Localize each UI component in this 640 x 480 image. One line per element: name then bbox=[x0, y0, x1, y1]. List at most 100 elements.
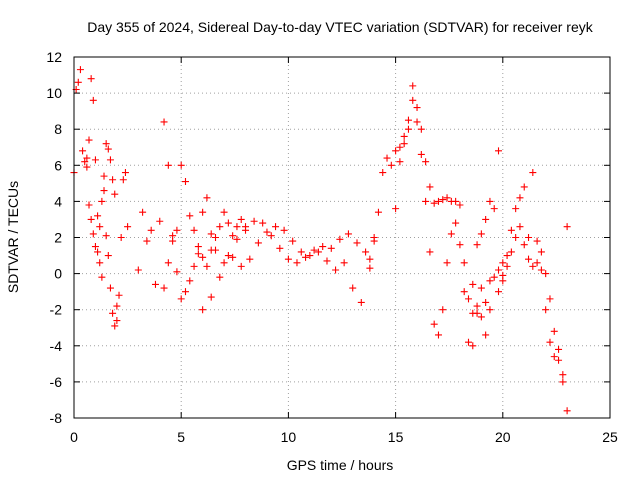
data-point bbox=[426, 183, 434, 191]
data-point bbox=[102, 232, 110, 240]
chart-title: Day 355 of 2024, Sidereal Day-to-day VTE… bbox=[87, 19, 593, 35]
data-point bbox=[409, 82, 417, 90]
data-point bbox=[98, 197, 106, 205]
data-point bbox=[203, 262, 211, 270]
data-point bbox=[164, 259, 172, 267]
data-point bbox=[516, 223, 524, 231]
data-point bbox=[396, 143, 404, 151]
data-point bbox=[177, 295, 185, 303]
data-point bbox=[160, 284, 168, 292]
data-point bbox=[113, 302, 121, 310]
series-track-2 bbox=[83, 154, 132, 330]
series-track-5 bbox=[199, 217, 378, 314]
data-point bbox=[507, 226, 515, 234]
data-point bbox=[74, 78, 82, 86]
data-point bbox=[194, 243, 202, 251]
data-point bbox=[366, 264, 374, 272]
data-point bbox=[422, 197, 430, 205]
data-point bbox=[439, 306, 447, 314]
data-point bbox=[332, 266, 340, 274]
data-point bbox=[151, 280, 159, 288]
data-point bbox=[115, 291, 123, 299]
x-tick-label: 20 bbox=[495, 429, 511, 445]
data-point bbox=[366, 255, 374, 263]
data-point bbox=[473, 309, 481, 317]
data-point bbox=[124, 223, 132, 231]
series-track-3 bbox=[134, 118, 220, 303]
data-point bbox=[254, 239, 262, 247]
data-point bbox=[396, 158, 404, 166]
data-point bbox=[357, 298, 365, 306]
data-point bbox=[392, 205, 400, 213]
data-point bbox=[83, 154, 91, 162]
data-point bbox=[216, 273, 224, 281]
data-point bbox=[246, 255, 254, 263]
data-point bbox=[220, 259, 228, 267]
data-point bbox=[533, 259, 541, 267]
data-point bbox=[147, 226, 155, 234]
data-point bbox=[537, 266, 545, 274]
data-point bbox=[473, 302, 481, 310]
data-point bbox=[555, 356, 563, 364]
data-point bbox=[289, 237, 297, 245]
data-point bbox=[490, 273, 498, 281]
data-point bbox=[452, 219, 460, 227]
y-tick-label: 0 bbox=[54, 266, 62, 282]
data-point bbox=[546, 295, 554, 303]
data-point bbox=[529, 169, 537, 177]
data-point bbox=[102, 140, 110, 148]
data-point bbox=[563, 223, 571, 231]
data-point bbox=[495, 288, 503, 296]
data-point bbox=[121, 169, 129, 177]
data-point bbox=[559, 378, 567, 386]
data-point bbox=[387, 161, 395, 169]
y-tick-label: 2 bbox=[54, 230, 62, 246]
x-tick-label: 0 bbox=[70, 429, 78, 445]
data-point bbox=[139, 208, 147, 216]
data-point bbox=[409, 96, 417, 104]
data-point bbox=[422, 158, 430, 166]
data-point bbox=[426, 248, 434, 256]
y-tick-label: 4 bbox=[54, 193, 62, 209]
data-point bbox=[173, 268, 181, 276]
data-point bbox=[272, 223, 280, 231]
data-point bbox=[482, 215, 490, 223]
data-point bbox=[529, 262, 537, 270]
y-tick-label: 12 bbox=[46, 49, 62, 65]
data-point bbox=[203, 194, 211, 202]
data-point bbox=[464, 295, 472, 303]
data-point bbox=[181, 288, 189, 296]
data-point bbox=[546, 338, 554, 346]
x-tick-label: 15 bbox=[388, 429, 404, 445]
data-point bbox=[134, 266, 142, 274]
y-tick-label: -8 bbox=[50, 410, 63, 426]
data-point bbox=[160, 118, 168, 126]
data-point bbox=[199, 306, 207, 314]
data-point bbox=[430, 320, 438, 328]
data-point bbox=[533, 237, 541, 245]
data-point bbox=[91, 243, 99, 251]
data-point bbox=[224, 252, 232, 260]
data-point bbox=[486, 277, 494, 285]
data-point bbox=[503, 252, 511, 260]
data-point bbox=[520, 183, 528, 191]
data-point bbox=[111, 190, 119, 198]
data-point bbox=[525, 255, 533, 263]
x-axis-label: GPS time / hours bbox=[287, 457, 394, 473]
data-point bbox=[89, 230, 97, 238]
data-point bbox=[486, 306, 494, 314]
data-point bbox=[263, 228, 271, 236]
data-point bbox=[76, 66, 84, 74]
data-point bbox=[297, 248, 305, 256]
data-point bbox=[119, 176, 127, 184]
data-point bbox=[417, 150, 425, 158]
data-point bbox=[370, 234, 378, 241]
data-point bbox=[550, 353, 558, 361]
data-point bbox=[550, 327, 558, 335]
data-point bbox=[404, 116, 412, 124]
data-point bbox=[499, 277, 507, 285]
data-point bbox=[443, 259, 451, 267]
data-point bbox=[374, 208, 382, 216]
data-point bbox=[87, 215, 95, 223]
data-point bbox=[207, 246, 215, 254]
